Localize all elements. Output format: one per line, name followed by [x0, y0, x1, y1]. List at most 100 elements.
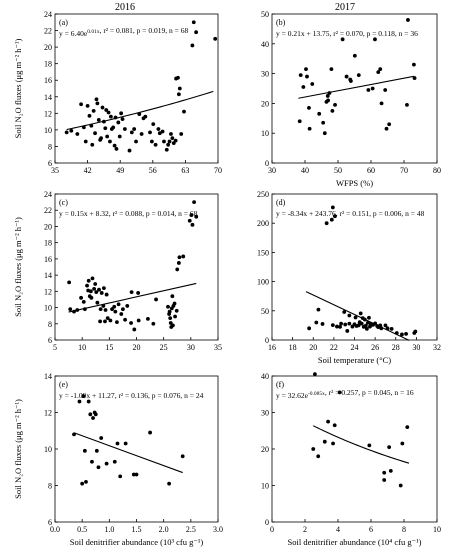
fit-equation: y = -8.34x + 243.76, r² = 0.151, p = 0.0…: [276, 209, 425, 218]
x-tick-label: 25: [160, 343, 168, 352]
data-point: [356, 73, 361, 77]
data-point: [91, 108, 96, 113]
x-tick-label: 30: [187, 343, 195, 352]
fit-line: [313, 425, 410, 464]
data-point: [93, 412, 98, 417]
data-point: [98, 319, 102, 324]
data-point: [304, 67, 308, 72]
y-tick-label: 40: [261, 40, 269, 49]
data-point: [102, 286, 106, 290]
x-tick-label: 20: [133, 343, 141, 352]
data-point: [313, 372, 317, 377]
y-tick-label: 8: [48, 320, 52, 329]
plot-frame: [271, 13, 438, 164]
x-tick-label: 18: [289, 343, 297, 352]
x-tick-label: 63: [181, 166, 189, 175]
data-point: [324, 221, 329, 226]
panel-label-and-equation: (c): [59, 198, 68, 207]
data-point: [114, 147, 119, 151]
data-point: [166, 142, 171, 147]
x-tick-label: 22: [330, 343, 338, 352]
data-point: [112, 459, 117, 464]
data-point: [344, 74, 349, 79]
y-tick-label: 18: [44, 239, 52, 248]
y-tick-label: 0: [265, 518, 269, 527]
data-point: [136, 318, 141, 323]
data-point: [320, 322, 325, 326]
y-tick-label: 20: [44, 222, 52, 231]
data-point: [151, 321, 156, 326]
data-point: [143, 114, 148, 119]
data-point: [356, 323, 361, 328]
data-point: [352, 53, 357, 58]
data-point: [104, 461, 109, 466]
data-point: [370, 86, 375, 91]
data-point: [190, 222, 195, 227]
y-tick-label: 16: [44, 76, 52, 85]
x-tick-label: 1.5: [132, 525, 142, 534]
data-point: [331, 441, 335, 446]
y-tick-label: 10: [44, 304, 52, 313]
data-point: [89, 295, 94, 300]
x-tick-label: 80: [433, 166, 441, 175]
data-point: [154, 297, 158, 302]
x-tick-label: 0.0: [50, 525, 60, 534]
x-tick-label: 35: [214, 343, 222, 352]
panel-label: (b): [276, 18, 286, 27]
panel-label: (a): [59, 18, 68, 27]
x-tick-label: 30: [412, 343, 420, 352]
data-point: [120, 117, 125, 122]
data-point: [398, 483, 403, 488]
y-tick-label: 12: [44, 409, 52, 418]
y-tick-label: 18: [44, 60, 52, 69]
data-point: [146, 317, 150, 321]
data-point: [342, 310, 347, 314]
data-point: [327, 91, 332, 95]
y-tick-label: 22: [44, 206, 52, 215]
data-point: [172, 301, 177, 306]
x-tick-label: 0.5: [77, 525, 87, 534]
y-tick-label: 30: [261, 70, 269, 79]
data-point: [358, 311, 363, 316]
x-tick-label: 49: [116, 166, 124, 175]
data-point: [87, 113, 92, 118]
data-point: [134, 139, 138, 144]
data-point: [123, 441, 128, 446]
x-tick-label: 28: [392, 343, 400, 352]
fit-equation: y = 32.62e-0.085x, r² = 0.257, p = 0.045…: [276, 388, 414, 400]
panel-label-and-equation: (e): [59, 380, 68, 389]
data-point: [112, 143, 117, 148]
y-tick-label: 20: [261, 99, 269, 108]
data-point: [168, 316, 173, 320]
data-point: [116, 302, 121, 307]
data-point: [137, 112, 142, 117]
data-point: [348, 79, 353, 83]
panel-d: 16 18 20 22 24 26 28 30 32 0 50 100 150 200 250 (d) y =…: [257, 190, 441, 365]
data-point: [180, 454, 185, 459]
data-point: [190, 43, 195, 48]
data-point: [307, 326, 312, 331]
data-point: [373, 37, 377, 42]
data-point: [170, 294, 175, 299]
x-tick-label: 56: [149, 166, 157, 175]
data-point: [86, 278, 91, 283]
y-tick-label: 6: [48, 159, 52, 168]
y-tick-label: 24: [44, 190, 52, 199]
data-point: [387, 445, 392, 450]
data-point: [113, 115, 118, 120]
data-point: [330, 108, 335, 113]
y-tick-label: 250: [257, 190, 269, 199]
data-point: [85, 283, 89, 288]
data-point: [367, 315, 371, 320]
data-point: [373, 321, 378, 326]
data-point: [321, 120, 326, 125]
x-tick-label: 26: [371, 343, 379, 352]
x-tick-label: 2: [303, 525, 307, 534]
data-point: [332, 423, 337, 428]
data-point: [101, 304, 106, 308]
x-tick-label: 16: [268, 343, 276, 352]
data-point: [182, 109, 186, 114]
data-point: [176, 261, 181, 265]
data-point: [85, 103, 90, 108]
data-point: [173, 314, 177, 319]
